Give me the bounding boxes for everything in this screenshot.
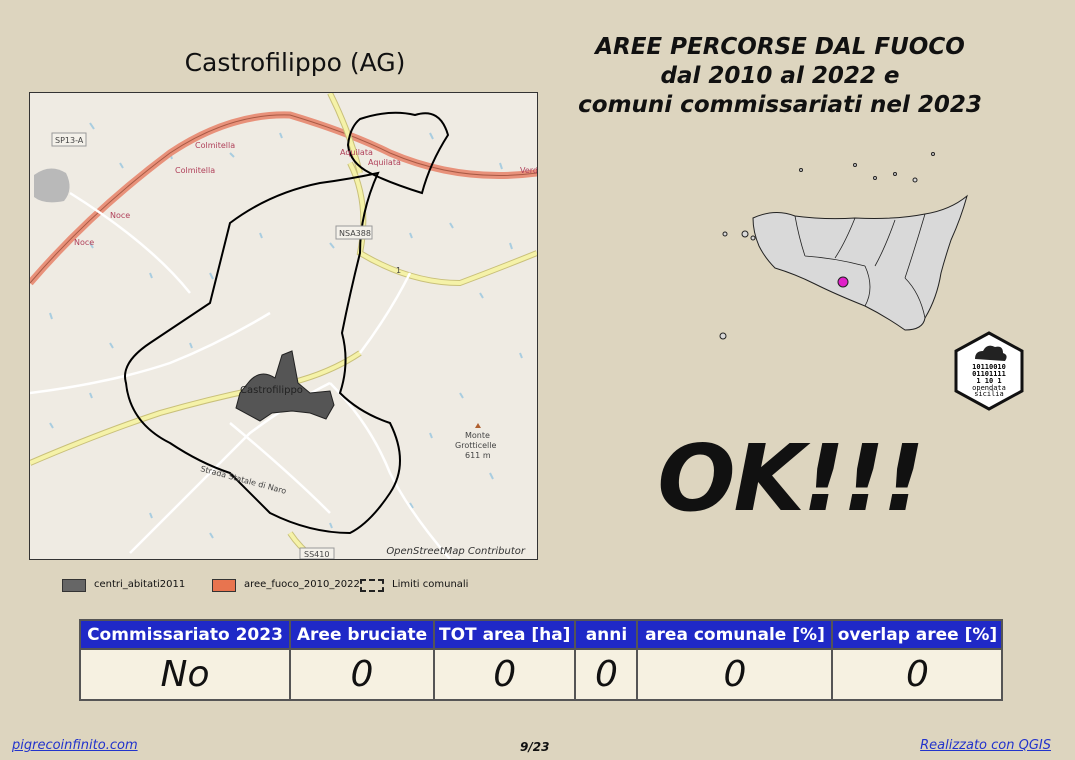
logo-line-4: opendata bbox=[972, 384, 1006, 392]
label-road-1: 1 bbox=[396, 266, 401, 275]
legend-label-limiti: Limiti comunali bbox=[392, 579, 469, 590]
label-colmitella-1: Colmitella bbox=[195, 141, 235, 150]
header-overlap: overlap aree [%] bbox=[831, 619, 1004, 650]
header-commissariato: Commissariato 2023 bbox=[79, 619, 291, 650]
label-verde: Verd bbox=[520, 166, 537, 175]
peak-icon bbox=[475, 423, 481, 428]
label-strada: Strada Statale di Naro bbox=[199, 464, 287, 496]
logo-line-1: 10110010 bbox=[972, 363, 1006, 371]
opendata-sicilia-logo: 10110010 01101111 1 10 1 opendata sicili… bbox=[954, 331, 1024, 411]
status-text: OK!!! bbox=[657, 425, 924, 532]
table-row: No 0 0 0 0 0 bbox=[79, 648, 1004, 701]
municipal-boundary bbox=[124, 111, 450, 535]
sicily-inset-map bbox=[719, 152, 968, 340]
header-tot-area: TOT area [ha] bbox=[432, 619, 577, 650]
footer-qgis-link[interactable]: Realizzato con QGIS bbox=[920, 738, 1051, 753]
label-noce-1: Noce bbox=[110, 211, 130, 220]
page-number: 9/23 bbox=[520, 740, 550, 754]
label-aquilata-2: Aquilata bbox=[368, 158, 401, 167]
motorway-road bbox=[30, 111, 537, 286]
main-title-line3: comuni commissariati nel 2023 bbox=[578, 92, 982, 118]
location-marker bbox=[837, 276, 849, 288]
town-area bbox=[235, 350, 335, 422]
main-title: AREE PERCORSE DAL FUOCO dal 2010 al 2022… bbox=[560, 33, 1000, 120]
legend-swatch-limiti bbox=[360, 579, 384, 592]
cell-tot-area: 0 bbox=[432, 648, 577, 701]
sicily-shape bbox=[752, 194, 968, 331]
logo-line-2: 01101111 bbox=[972, 370, 1006, 378]
municipality-map: SP13-A Colmitella Colmitella Noce Noce A… bbox=[29, 92, 538, 560]
water-features bbox=[49, 122, 523, 539]
header-area-comunale: area comunale [%] bbox=[636, 619, 834, 650]
cell-aree-bruciate: 0 bbox=[289, 648, 435, 701]
label-nsa388: NSA388 bbox=[339, 229, 371, 238]
map-attribution: OpenStreetMap Contributor bbox=[386, 546, 525, 557]
label-monte-3: 611 m bbox=[465, 451, 491, 460]
main-title-line1: AREE PERCORSE DAL FUOCO bbox=[595, 34, 965, 60]
label-sp13a: SP13-A bbox=[55, 136, 84, 145]
label-aquilata-1: Aquilata bbox=[340, 148, 373, 157]
header-aree-bruciate: Aree bruciate bbox=[289, 619, 435, 650]
header-anni: anni bbox=[574, 619, 639, 650]
cell-overlap: 0 bbox=[831, 648, 1004, 701]
table-header-row: Commissariato 2023 Aree bruciate TOT are… bbox=[79, 619, 1004, 650]
label-monte-1: Monte bbox=[465, 431, 490, 440]
stats-table: Commissariato 2023 Aree bruciate TOT are… bbox=[79, 619, 1004, 701]
map-canvas: SP13-A Colmitella Colmitella Noce Noce A… bbox=[30, 93, 537, 559]
map-title: Castrofilippo (AG) bbox=[184, 48, 406, 77]
cell-area-comunale: 0 bbox=[636, 648, 834, 701]
logo-line-3: 1 10 1 bbox=[976, 377, 1001, 385]
label-monte-2: Grotticelle bbox=[455, 441, 496, 450]
label-town: Castrofilippo bbox=[240, 385, 303, 396]
cell-commissariato: No bbox=[79, 648, 291, 701]
footer-website-link[interactable]: pigrecoinfinito.com bbox=[12, 738, 138, 753]
cloud-icon bbox=[975, 345, 1007, 361]
legend-label-aree: aree_fuoco_2010_2022 bbox=[244, 579, 360, 590]
cell-anni: 0 bbox=[574, 648, 639, 701]
label-ss410: SS410 bbox=[304, 550, 329, 559]
label-noce-2: Noce bbox=[74, 238, 94, 247]
label-colmitella-2: Colmitella bbox=[175, 166, 215, 175]
main-title-line2: dal 2010 al 2022 e bbox=[660, 63, 900, 89]
legend-swatch-centri bbox=[62, 579, 86, 592]
legend-label-centri: centri_abitati2011 bbox=[94, 579, 186, 590]
lake-area bbox=[34, 168, 70, 203]
logo-line-5: sicilia bbox=[974, 390, 1004, 398]
legend-swatch-aree bbox=[212, 579, 236, 592]
